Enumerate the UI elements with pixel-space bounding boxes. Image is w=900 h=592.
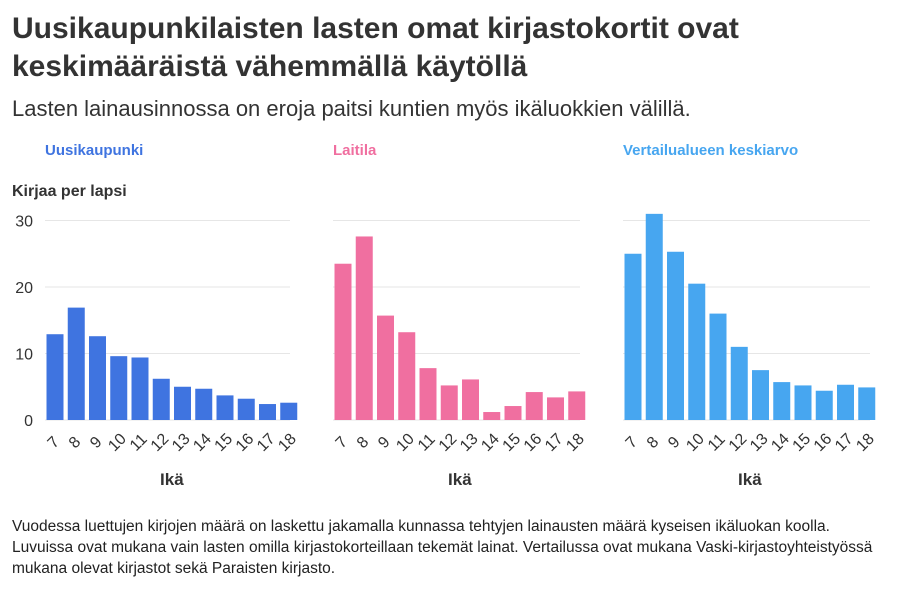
bar [131, 357, 149, 420]
x-axis-title: Ikä [448, 470, 472, 489]
x-tick-label: 9 [87, 434, 105, 452]
x-tick-label: 7 [333, 434, 351, 452]
bar [525, 392, 543, 420]
bar [837, 384, 854, 420]
bar [730, 346, 748, 420]
x-tick-label: 7 [623, 434, 641, 452]
bar [46, 334, 64, 420]
bar [440, 385, 458, 420]
chart-subtitle: Lasten lainausinnossa on eroja paitsi ku… [12, 96, 691, 121]
bar [152, 378, 170, 420]
bar [773, 382, 791, 420]
bar [462, 379, 479, 420]
bar [794, 385, 812, 420]
bar [237, 398, 255, 420]
panel-title: Uusikaupunki [45, 142, 143, 159]
bar [568, 391, 586, 420]
bar [815, 390, 833, 420]
x-tick-label: 9 [375, 434, 393, 452]
bar [280, 402, 298, 420]
bar [645, 213, 663, 420]
bar [377, 315, 394, 420]
bar [858, 387, 876, 420]
x-tick-label: 18 [853, 430, 878, 455]
x-tick-label: 7 [45, 434, 63, 452]
x-tick-label: 18 [275, 430, 300, 455]
x-tick-label: 9 [665, 434, 683, 452]
y-axis-title: Kirjaa per lapsi [12, 183, 127, 200]
bar [259, 404, 276, 420]
y-tick-label: 0 [24, 413, 33, 430]
x-tick-label: 8 [66, 434, 84, 452]
y-tick-label: 20 [15, 280, 33, 297]
bar [688, 283, 706, 420]
bar [355, 236, 373, 420]
bar [667, 251, 684, 420]
x-tick-label: 18 [563, 430, 588, 455]
bar [110, 356, 128, 420]
panel-title: Laitila [333, 142, 377, 159]
bar [504, 406, 522, 420]
bar [195, 388, 213, 420]
bar [624, 253, 642, 420]
x-axis-title: Ikä [160, 470, 184, 489]
bar [709, 313, 727, 420]
bar [67, 307, 85, 420]
bar [174, 386, 191, 420]
x-tick-label: 8 [644, 434, 662, 452]
bar [398, 332, 416, 420]
x-axis-title: Ikä [738, 470, 762, 489]
x-tick-label: 8 [354, 434, 372, 452]
y-tick-label: 30 [15, 214, 33, 231]
chart-title: Uusikaupunkilaisten lasten omat kirjasto… [12, 12, 739, 83]
chart-footnote: Vuodessa luettujen kirjojen määrä on las… [12, 518, 873, 577]
bar [547, 397, 564, 420]
panel-title: Vertailualueen keskiarvo [623, 142, 798, 159]
y-tick-label: 10 [15, 347, 33, 364]
bar [334, 263, 352, 420]
bar [419, 368, 437, 420]
bar [216, 395, 234, 420]
bar [752, 370, 769, 420]
bar [483, 412, 501, 420]
bar [89, 336, 106, 420]
